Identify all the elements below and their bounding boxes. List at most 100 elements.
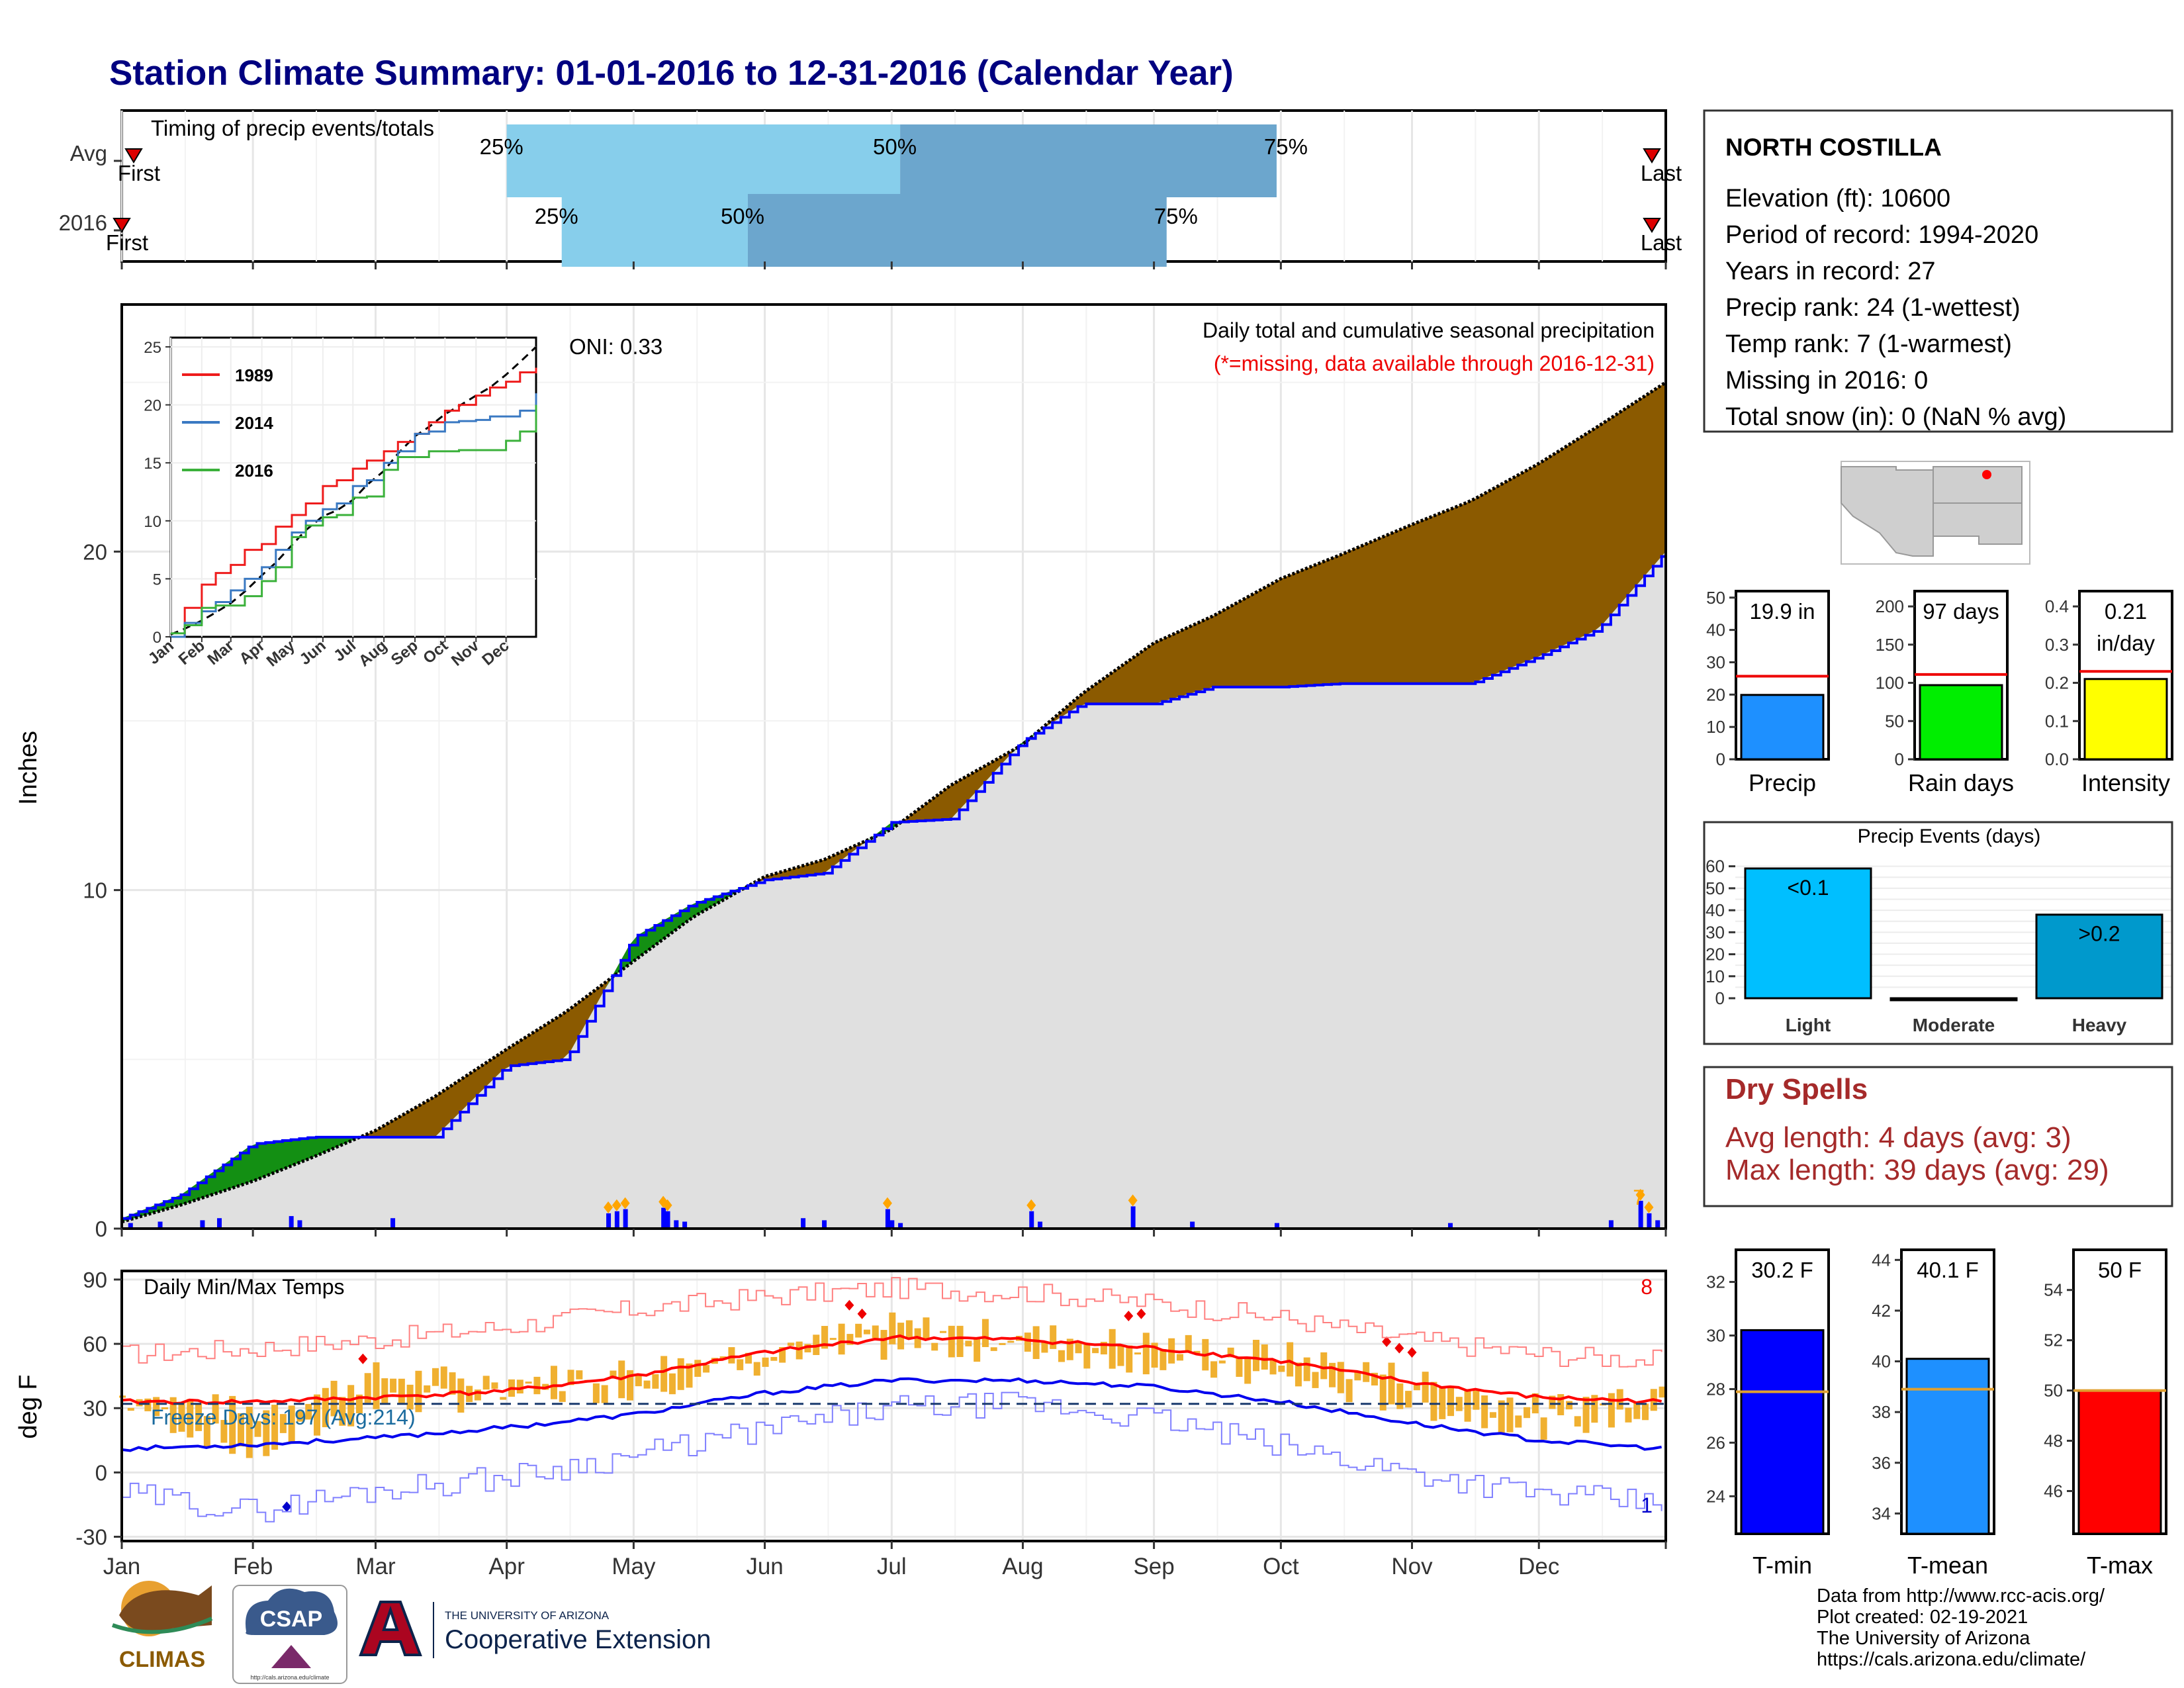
daily-precip-bar — [128, 1223, 133, 1229]
daily-precip-bars — [128, 1189, 1661, 1229]
temp-daily-bar — [1126, 1345, 1133, 1373]
events-y-tick-label: 40 — [1706, 900, 1725, 920]
events-frame — [1703, 821, 2173, 1045]
record-high-marker — [1136, 1308, 1146, 1319]
temp-daily-bar — [271, 1405, 279, 1450]
month-axis: Jan Feb Mar Apr May Jun Jul Aug Sep Oct Nov Dec — [103, 1541, 1667, 1579]
timing-bars: 25% 50% 75% First Last 25% 50% 75% First Last — [106, 124, 1682, 269]
mini-category-label: Rain days — [1908, 769, 2014, 796]
oni-label: ONI: 0.33 — [569, 334, 662, 359]
last-event-marker — [1643, 218, 1661, 233]
legend-label-2014: 2014 — [235, 413, 273, 433]
temp-daily-bar — [745, 1352, 752, 1364]
inset-y-tick-label: 5 — [153, 571, 161, 588]
temp-daily-bar — [415, 1370, 422, 1413]
timing-bar-first-half — [561, 194, 748, 267]
daily-precip-bar — [200, 1220, 205, 1229]
station-location-marker — [1982, 470, 1991, 479]
temp-daily-bar — [1396, 1383, 1404, 1409]
temp-daily-bar — [956, 1325, 964, 1358]
temp-daily-bar — [525, 1382, 532, 1384]
precip-panel: 0 10 20 Inches Daily total and cumulative … — [15, 303, 1667, 1241]
temp-daily-bar — [1185, 1335, 1192, 1352]
temp-daily-bar — [491, 1382, 498, 1389]
timing-p75-label: 75% — [1154, 204, 1198, 228]
mini-y-tick-label: 38 — [1872, 1402, 1891, 1422]
heavy-event-marker — [604, 1201, 614, 1213]
temp-daily-bar — [1058, 1350, 1065, 1362]
temp-daily-bar — [889, 1312, 896, 1344]
daily-precip-bar — [606, 1213, 612, 1229]
month-tick-label: Dec — [1518, 1554, 1559, 1579]
temp-daily-bar — [576, 1370, 583, 1380]
heavy-event-marker — [612, 1199, 621, 1211]
mini-y-tick-label: 48 — [2044, 1431, 2063, 1451]
temp-daily-bar — [1303, 1357, 1310, 1382]
station-frame — [1703, 109, 2173, 433]
temp-daily-bar — [169, 1397, 177, 1433]
month-tick-label: Apr — [488, 1554, 525, 1579]
heavy-event-marker — [1635, 1189, 1645, 1201]
heavy-event-marker — [1128, 1194, 1138, 1207]
temp-title: Daily Min/Max Temps — [144, 1275, 344, 1299]
temp-daily-bar — [1295, 1362, 1302, 1387]
temp-daily-bar — [187, 1399, 194, 1438]
temp-daily-bar — [1261, 1344, 1268, 1370]
temp-daily-bar — [339, 1397, 346, 1426]
temp-daily-bar — [1100, 1342, 1107, 1355]
mini-y-tick-label: 0.2 — [2045, 673, 2069, 693]
mini-bar-t-min — [1740, 1329, 1825, 1535]
temp-daily-bar — [1066, 1338, 1073, 1360]
inset-y-tick-label: 10 — [144, 513, 161, 531]
temp-count-max: 8 — [1641, 1275, 1653, 1299]
record-max-line — [122, 1277, 1662, 1368]
precip-y-axis: 0 10 20 — [83, 539, 1667, 1241]
temp-daily-bar — [533, 1376, 541, 1395]
temp-daily-bar — [1320, 1352, 1328, 1380]
temp-daily-bar — [1506, 1397, 1514, 1432]
temp-daily-bar — [1659, 1386, 1666, 1398]
temp-daily-bar — [1083, 1344, 1091, 1369]
footer-credits: Data from http://www.rcc-acis.org/ Plot … — [1817, 1585, 2105, 1670]
mini-y-tick-label: 36 — [1872, 1453, 1891, 1473]
events-y-tick-label: 30 — [1706, 922, 1725, 942]
temp-daily-bar — [1075, 1342, 1082, 1354]
month-tick-label: Sep — [1133, 1554, 1174, 1579]
station-line: Years in record: 27 — [1725, 258, 1936, 285]
event-bar-moderate — [1889, 997, 2018, 1002]
daily-precip-bar — [1638, 1201, 1643, 1229]
temp-daily-bar — [880, 1330, 887, 1360]
temp-daily-bar — [1092, 1348, 1099, 1354]
temp-daily-bar — [1430, 1382, 1437, 1421]
avg-min-line — [121, 1377, 1662, 1452]
record-high-marker — [1407, 1347, 1417, 1358]
timing-bar-second-half — [747, 194, 1167, 267]
mini-y-tick-label: 30 — [1706, 1326, 1725, 1346]
temp-daily-bar — [1032, 1326, 1040, 1360]
temp-daily-bar — [237, 1413, 244, 1447]
temp-daily-bar — [872, 1325, 879, 1338]
temp-y-tick-label: 90 — [83, 1268, 107, 1292]
csap-logo: CSAP http://cals.arizona.edu/climate — [232, 1585, 347, 1684]
temp-daily-bar — [1151, 1342, 1158, 1368]
precip-summary-bars: 0 10 20 30 40 50 Precip 19.9 in 0 50 100 150 200 Rain… — [1706, 588, 2173, 796]
page-title: Station Climate Summary: 01-01-2016 to 1… — [109, 54, 1234, 93]
temp-daily-bar — [296, 1411, 304, 1422]
precip-y-tick-label: 10 — [83, 878, 107, 903]
month-tick-label: Oct — [1263, 1554, 1299, 1579]
temp-daily-bar — [592, 1383, 600, 1403]
daily-precip-bar — [682, 1221, 688, 1229]
station-line: Missing in 2016: 0 — [1725, 367, 1928, 395]
event-category-label: Light — [1786, 1015, 1831, 1035]
temperature-summary-bars: 24 26 28 30 32 T-min 30.2 F 34 36 38 40 42 44 T-mean 4… — [1706, 1248, 2167, 1579]
timing-row-label-2016: 2016 — [59, 211, 107, 235]
temp-daily-bar — [905, 1320, 913, 1338]
record-min-line — [122, 1391, 1662, 1523]
station-line: Temp rank: 7 (1-warmest) — [1725, 330, 2012, 358]
event-category-label: Heavy — [2072, 1015, 2127, 1035]
temp-frame-border — [120, 1270, 1667, 1542]
temp-daily-bar — [406, 1384, 414, 1410]
freeze-days-label: Freeze Days: 197 (Avg:214) — [151, 1405, 416, 1429]
